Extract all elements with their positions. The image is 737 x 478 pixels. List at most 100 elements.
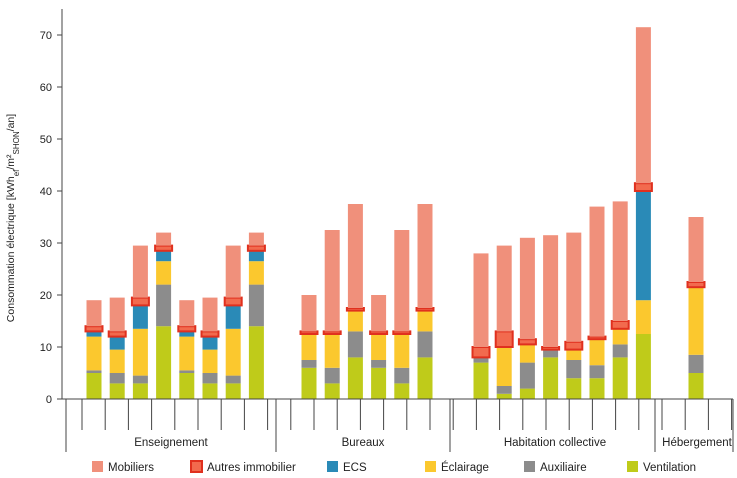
bar-segment-mobiliers	[566, 232, 582, 342]
bar-segment-ventilation	[301, 367, 317, 399]
y-axis-label-end: /an]	[5, 114, 17, 132]
bar-segment-auxiliaire	[589, 365, 605, 379]
y-tick-label: 30	[40, 238, 52, 250]
legend-label: Éclairage	[441, 461, 489, 474]
bar-segment--clairage	[324, 334, 340, 368]
legend-swatch	[327, 461, 338, 472]
bar-segment-ventilation	[612, 357, 628, 399]
bar-segment-ventilation	[225, 383, 241, 399]
legend-label: Mobiliers	[108, 462, 154, 474]
bar-segment--clairage	[371, 334, 387, 360]
bar-segment-mobiliers	[543, 235, 559, 347]
bar-segment-ventilation	[132, 383, 148, 399]
bar-segment-autres-immobilier	[610, 320, 630, 330]
group-label: Enseignement	[134, 437, 208, 449]
bar-segment-ventilation	[635, 334, 651, 399]
bar-segment-autres-immobilier	[471, 346, 491, 359]
bar-segment--clairage	[394, 334, 410, 368]
bar-segment--clairage	[248, 261, 264, 285]
bar-segment-auxiliaire	[473, 357, 489, 363]
legend-swatch	[190, 460, 203, 473]
bar-segment--clairage	[496, 347, 512, 386]
bar-segment--clairage	[225, 328, 241, 376]
bar-segment-ecs	[132, 305, 148, 329]
bar-segment-mobiliers	[132, 245, 148, 298]
bar-segment-auxiliaire	[417, 331, 433, 358]
group-label: Bureaux	[342, 437, 385, 449]
bar-segment-ventilation	[496, 393, 512, 399]
group-label: Hébergement	[662, 437, 732, 449]
bar-segment-autres-immobilier	[84, 325, 104, 333]
bar-segment--clairage	[301, 334, 317, 360]
bar-segment-autres-immobilier	[686, 281, 706, 289]
bar-segment-mobiliers	[86, 300, 102, 327]
bar-segment-ventilation	[688, 373, 704, 399]
bar-segment-ventilation	[347, 357, 363, 399]
bar-segment-autres-immobilier	[345, 307, 365, 312]
bar-segment-autres-immobilier	[107, 330, 127, 338]
group-label: Habitation collective	[504, 437, 606, 449]
bar-segment--clairage	[179, 336, 195, 371]
bar-segment-mobiliers	[202, 297, 218, 332]
bar-segment-autres-immobilier	[177, 325, 197, 333]
bar-segment-mobiliers	[109, 297, 125, 332]
bar-segment-autres-immobilier	[494, 330, 514, 348]
bar-segment-ventilation	[417, 357, 433, 399]
y-tick-label: 20	[40, 290, 52, 302]
bar-segment--clairage	[589, 339, 605, 366]
bar-segment--clairage	[86, 336, 102, 371]
bar-segment-auxiliaire	[347, 331, 363, 358]
bar-segment-mobiliers	[635, 27, 651, 184]
bar-segment-mobiliers	[394, 230, 410, 332]
bar-segment-auxiliaire	[543, 349, 559, 358]
bar-segment-autres-immobilier	[130, 296, 150, 307]
bar-segment-auxiliaire	[496, 386, 512, 394]
bar-segment--clairage	[612, 328, 628, 345]
bar-segment-ecs	[635, 191, 651, 301]
bar-segment-mobiliers	[417, 204, 433, 308]
legend-swatch	[425, 461, 436, 472]
bar-segment-auxiliaire	[86, 370, 102, 373]
legend: Mobiliers Autres immobilier ECS Éclairage Au…	[92, 460, 696, 474]
bar-segment-autres-immobilier	[541, 346, 561, 351]
bar-segment-auxiliaire	[179, 370, 195, 373]
bar-segment-auxiliaire	[202, 373, 218, 384]
bar-segment-ventilation	[324, 383, 340, 399]
bar-segment-autres-immobilier	[517, 338, 537, 346]
bar-segment-auxiliaire	[519, 362, 535, 389]
bar-segment-mobiliers	[347, 204, 363, 308]
bar-segment-autres-immobilier	[299, 330, 319, 335]
bar-segment--clairage	[109, 349, 125, 373]
y-tick-label: 40	[40, 186, 52, 198]
bar-segment-mobiliers	[519, 237, 535, 340]
bar-segment-mobiliers	[688, 217, 704, 282]
bar-segment-auxiliaire	[132, 375, 148, 384]
x-axis: Enseignement Bureaux Habitation collective…	[62, 398, 734, 452]
bar-segment-autres-immobilier	[633, 182, 653, 192]
bar-segment-ventilation	[248, 326, 264, 399]
bar-segment-mobiliers	[179, 300, 195, 327]
bar-segment-autres-immobilier	[369, 330, 389, 335]
bar-segment-mobiliers	[589, 206, 605, 337]
bar-segment-auxiliaire	[566, 360, 582, 379]
y-axis-label: Consommation électrique [kWhef/m²SHON/an…	[5, 114, 21, 322]
bar-segment-mobiliers	[324, 230, 340, 332]
bar-segment-autres-immobilier	[415, 307, 435, 312]
bar-segment-auxiliaire	[109, 373, 125, 384]
bar-segment-mobiliers	[612, 201, 628, 321]
legend-label: Ventilation	[643, 462, 696, 474]
legend-label: Autres immobilier	[207, 462, 296, 474]
bar-segment-ecs	[248, 250, 264, 262]
y-tick-label: 0	[46, 394, 52, 406]
bar-segment-ventilation	[371, 367, 387, 399]
bar-segment-ventilation	[589, 378, 605, 399]
legend-swatch	[627, 461, 638, 472]
y-tick-label: 70	[40, 30, 52, 42]
y-axis-label-sub1: ef	[12, 169, 21, 176]
bar-segment-ecs	[109, 336, 125, 350]
y-axis-label-mid: /m²	[5, 154, 17, 170]
bar-segment-autres-immobilier	[154, 244, 174, 252]
legend-swatch	[92, 461, 103, 472]
bar-segment-ecs	[202, 336, 218, 350]
bar-segment-ventilation	[394, 383, 410, 399]
